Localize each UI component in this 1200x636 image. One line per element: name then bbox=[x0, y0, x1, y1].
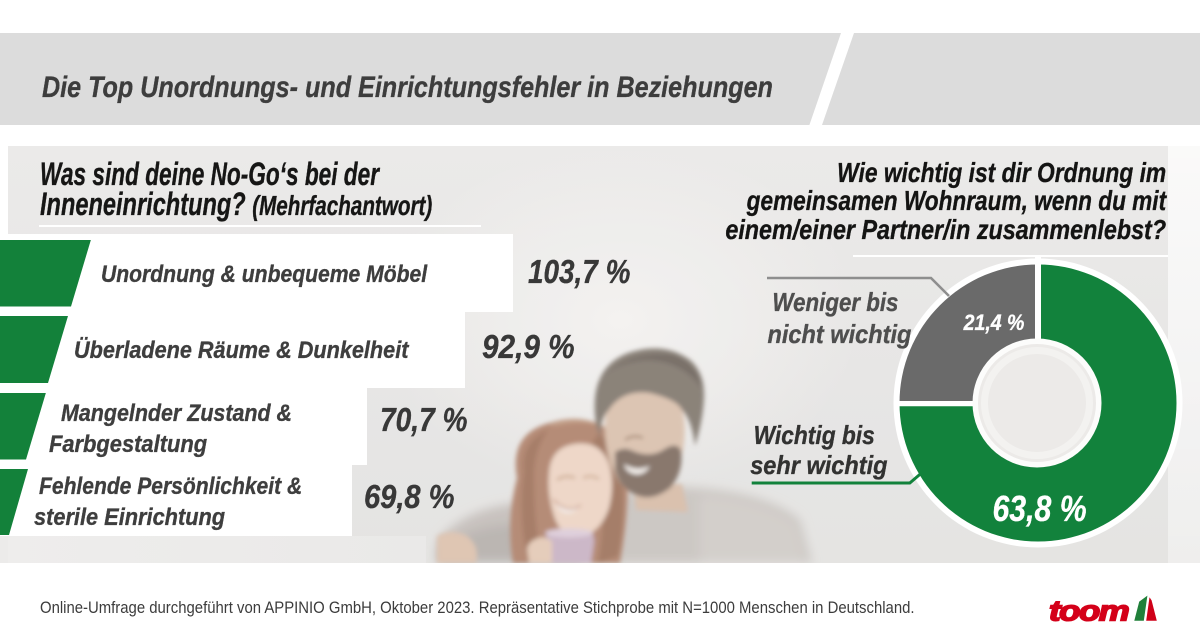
svg-text:toom: toom bbox=[1049, 594, 1129, 627]
